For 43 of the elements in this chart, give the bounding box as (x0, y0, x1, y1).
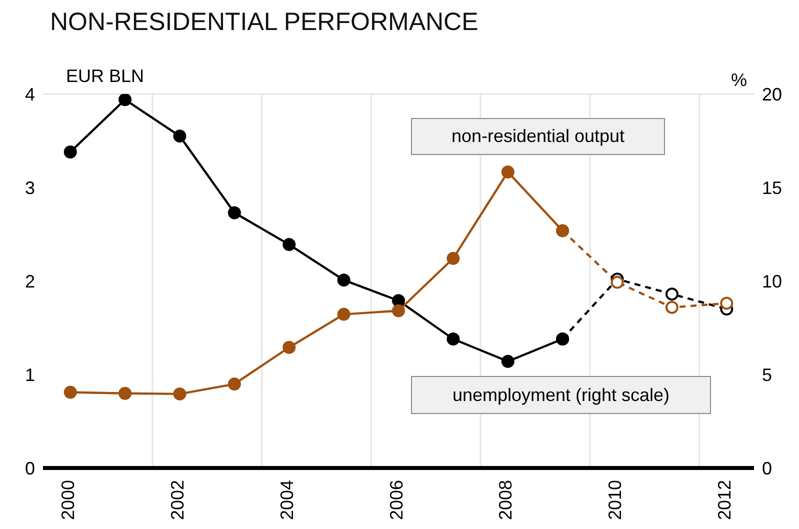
x-tick-label: 2006 (386, 480, 406, 520)
x-tick-label: 2002 (168, 480, 188, 520)
point (446, 332, 460, 346)
x-tick-label: 2000 (58, 480, 78, 520)
y2-tick-label: 5 (762, 364, 772, 385)
y-tick-label: 4 (24, 84, 35, 104)
point (501, 165, 514, 178)
point (173, 387, 186, 400)
point (446, 252, 460, 265)
y2-tick-label: 20 (762, 84, 782, 104)
y2-tick-label: 15 (762, 178, 782, 198)
point (665, 300, 678, 314)
point (228, 378, 241, 391)
point (64, 145, 77, 158)
point (118, 386, 132, 400)
point (501, 354, 514, 368)
chart-title: NON-RESIDENTIAL PERFORMANCE (50, 8, 478, 37)
point (228, 206, 241, 220)
point (337, 308, 350, 321)
y-tick-label: 2 (24, 271, 35, 292)
point (282, 340, 296, 354)
point (173, 130, 186, 143)
y-axis-title: EUR BLN (66, 66, 144, 87)
y-tick-label: 3 (24, 178, 35, 198)
point (665, 288, 678, 301)
point (392, 304, 405, 318)
point (282, 238, 296, 252)
x-tick-label: 2004 (276, 480, 297, 520)
point (610, 276, 624, 289)
annotation: non-residential output (451, 126, 625, 147)
point (64, 386, 77, 399)
x-tick-label: 2010 (605, 480, 626, 520)
x-tick-label: 2008 (496, 480, 516, 520)
x-tick-label: 2012 (714, 480, 734, 520)
point (720, 296, 734, 310)
y-tick-label: 1 (24, 364, 35, 385)
y2-tick-label: 10 (762, 271, 782, 292)
y2-axis-title: % (731, 70, 748, 91)
y2-tick-label: 0 (762, 458, 772, 478)
y-tick-label: 0 (24, 458, 35, 478)
annotation: unemployment (right scale) (452, 384, 670, 406)
point (118, 94, 132, 106)
point (337, 274, 350, 287)
